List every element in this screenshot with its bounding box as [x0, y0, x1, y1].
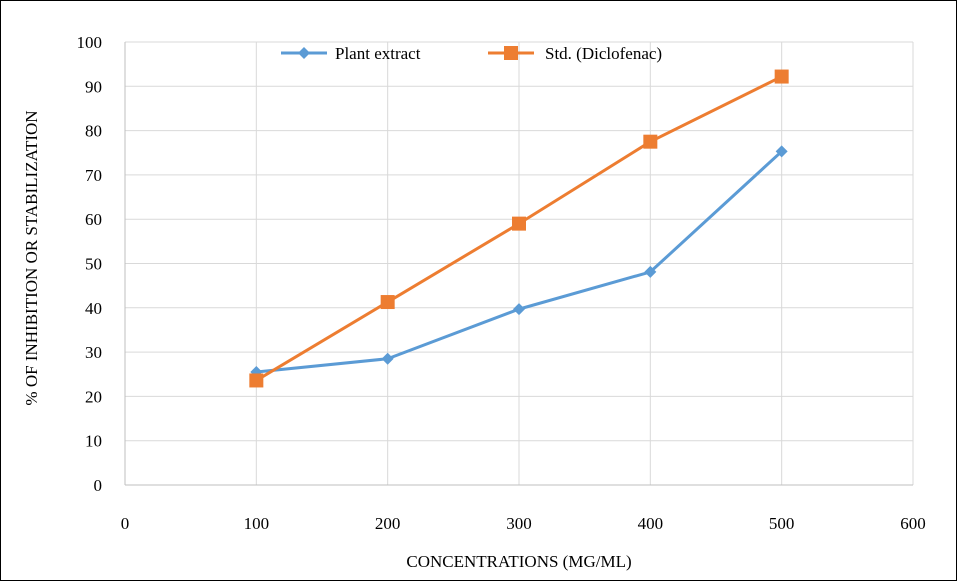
y-tick-label: 100	[77, 33, 103, 52]
data-point	[643, 135, 657, 149]
y-tick-label: 0	[94, 476, 103, 495]
legend-marker	[298, 47, 310, 59]
y-tick-label: 70	[85, 166, 102, 185]
legend-label: Std. (Diclofenac)	[545, 44, 662, 63]
data-point	[513, 303, 525, 315]
data-point	[775, 70, 789, 84]
y-axis-title: % OF INHIBITION OR STABILIZATION	[22, 110, 41, 405]
x-tick-label: 200	[375, 514, 401, 533]
data-point	[381, 295, 395, 309]
y-tick-label: 90	[85, 77, 102, 96]
y-tick-label: 80	[85, 122, 102, 141]
x-tick-label: 600	[900, 514, 926, 533]
y-tick-label: 40	[85, 299, 102, 318]
y-tick-label: 50	[85, 255, 102, 274]
x-tick-label: 100	[244, 514, 270, 533]
x-axis-title: CONCENTRATIONS (MG/ML)	[406, 552, 631, 571]
data-point	[249, 373, 263, 387]
y-tick-label: 10	[85, 432, 102, 451]
y-tick-label: 30	[85, 343, 102, 362]
legend: Plant extract Std. (Diclofenac)	[281, 44, 662, 63]
legend-marker	[504, 46, 518, 60]
x-tick-label: 300	[506, 514, 532, 533]
data-point	[382, 353, 394, 365]
axes: 0 10 20 30 40 50 60 70 80 90 100 0 100 200 300 400 500 60…	[77, 33, 926, 533]
legend-item: Std. (Diclofenac)	[488, 44, 662, 63]
x-tick-label: 0	[121, 514, 130, 533]
y-tick-label: 20	[85, 387, 102, 406]
legend-item: Plant extract	[281, 44, 421, 63]
y-tick-label: 60	[85, 210, 102, 229]
legend-label: Plant extract	[335, 44, 421, 63]
x-tick-label: 500	[769, 514, 795, 533]
data-point	[512, 217, 526, 231]
gridlines	[125, 42, 913, 485]
x-tick-label: 400	[638, 514, 664, 533]
